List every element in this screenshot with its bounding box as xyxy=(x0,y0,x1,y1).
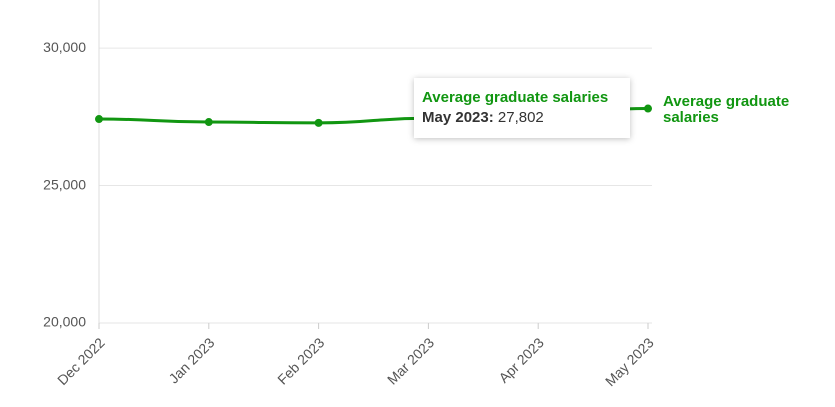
x-tick-label: Apr 2023 xyxy=(495,334,547,386)
x-tick-label: Mar 2023 xyxy=(384,334,437,387)
y-tick-label: 30,000 xyxy=(43,39,86,55)
tooltip-row: May 2023: 27,802 xyxy=(422,108,622,128)
point xyxy=(314,118,323,127)
x-tick-label: Dec 2022 xyxy=(54,334,108,388)
tooltip-title: Average graduate salaries xyxy=(422,89,609,106)
tooltip-category: May 2023: xyxy=(422,109,494,126)
x-tick-label: Jan 2023 xyxy=(165,334,217,386)
x-tick-label: Feb 2023 xyxy=(274,334,327,387)
tooltip: Average graduate salaries May 2023: 27,8… xyxy=(414,78,630,138)
point xyxy=(204,118,213,127)
point xyxy=(95,115,103,124)
x-tick-label: May 2023 xyxy=(602,334,657,389)
series-end-label: Average graduate salaries xyxy=(663,93,790,126)
y-tick-label: 25,000 xyxy=(43,176,86,192)
point xyxy=(644,104,652,113)
y-tick-label: 20,000 xyxy=(43,314,86,330)
tooltip-value: 27,802 xyxy=(497,109,544,126)
